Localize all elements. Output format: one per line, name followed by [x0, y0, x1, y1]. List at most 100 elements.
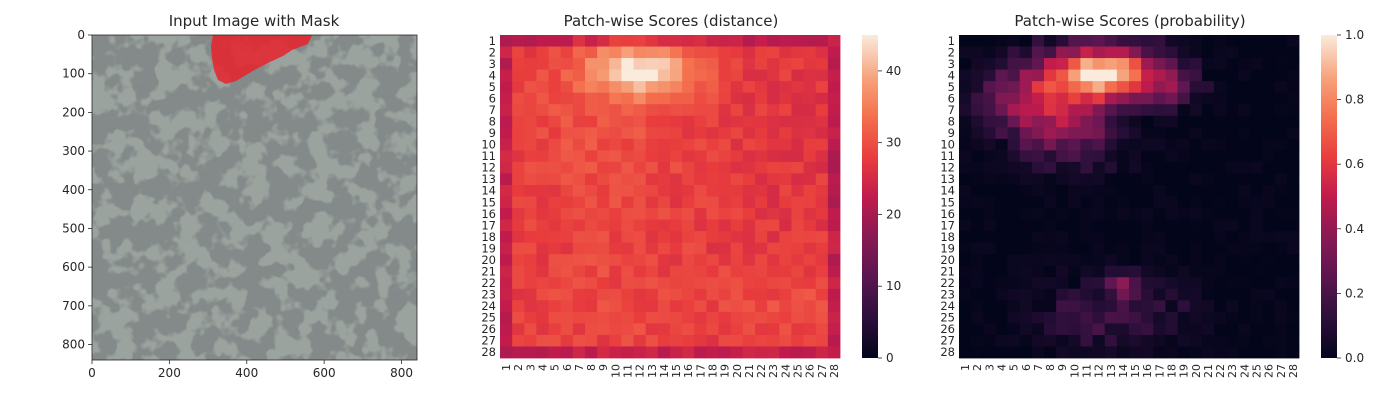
heatmap-cell	[536, 92, 549, 105]
heatmap-cell	[803, 150, 817, 163]
heatmap-cell	[1250, 46, 1263, 59]
heatmap-cell	[959, 219, 972, 232]
row-tick-label: 14	[940, 184, 955, 198]
heatmap-cell	[1044, 219, 1057, 232]
heatmap-cell	[971, 265, 984, 278]
heatmap-cell	[791, 265, 804, 278]
heatmap-cell	[742, 208, 756, 220]
heatmap-cell	[1274, 81, 1288, 94]
heatmap-cell	[1286, 231, 1300, 244]
heatmap-cell	[1262, 242, 1276, 255]
heatmap-cell	[645, 208, 659, 220]
col-tick-label: 24	[1238, 364, 1251, 378]
heatmap-cell	[1286, 300, 1300, 313]
heatmap-cell	[1007, 196, 1021, 209]
heatmap-cell	[1262, 173, 1276, 186]
heatmap-cell	[718, 92, 732, 105]
y-tick-label: 200	[62, 105, 85, 119]
heatmap-cell	[572, 173, 586, 186]
heatmap-cell	[597, 311, 610, 324]
heatmap-cell	[645, 184, 659, 197]
heatmap-cell	[815, 242, 829, 255]
heatmap-cell	[1007, 311, 1021, 324]
heatmap-cell	[730, 311, 744, 324]
heatmap-cell	[971, 334, 984, 347]
heatmap-cell	[803, 46, 817, 59]
heatmap-cell	[512, 208, 525, 220]
heatmap-cell	[815, 92, 829, 105]
heatmap-cell	[512, 196, 525, 209]
heatmap-cell	[815, 46, 829, 59]
heatmap-cell	[959, 300, 972, 313]
heatmap-cell	[500, 208, 513, 220]
heatmap-cell	[670, 288, 683, 301]
heatmap-cell	[827, 184, 841, 197]
heatmap-cell	[779, 254, 792, 267]
heatmap-cell	[827, 300, 841, 313]
heatmap-cell	[1177, 219, 1191, 232]
heatmap-cell	[1092, 300, 1106, 313]
heatmap-cell	[1238, 311, 1251, 324]
heatmap-cell	[1201, 138, 1215, 151]
heatmap-cell	[682, 323, 695, 336]
heatmap-cell	[1056, 288, 1069, 301]
heatmap-cell	[670, 138, 683, 151]
heatmap-cell	[621, 104, 634, 117]
heatmap-cell	[742, 46, 756, 59]
heatmap-cell	[971, 288, 984, 301]
heatmap-cell	[755, 323, 768, 336]
probability-heatmap-cells	[959, 35, 1300, 359]
heatmap-cell	[730, 81, 744, 94]
heatmap-cell	[1177, 173, 1191, 186]
heatmap-cell	[670, 58, 683, 71]
heatmap-cell	[694, 104, 707, 117]
heatmap-cell	[524, 35, 537, 47]
heatmap-cell	[633, 58, 647, 71]
heatmap-cell	[1177, 127, 1191, 140]
heatmap-cell	[621, 265, 634, 278]
heatmap-cell	[1274, 288, 1288, 301]
heatmap-cell	[1044, 173, 1057, 186]
heatmap-cell	[767, 69, 780, 82]
heatmap-cell	[983, 173, 996, 186]
heatmap-cell	[1189, 323, 1203, 336]
heatmap-cell	[1092, 127, 1106, 140]
heatmap-cell	[670, 46, 683, 59]
heatmap-cell	[524, 46, 537, 59]
row-tick-label: 26	[940, 322, 955, 336]
heatmap-cell	[597, 127, 610, 140]
heatmap-cell	[1092, 46, 1106, 59]
heatmap-cell	[1226, 115, 1239, 128]
heatmap-cell	[1250, 138, 1263, 151]
heatmap-cell	[1189, 161, 1203, 174]
heatmap-cell	[1214, 208, 1227, 220]
heatmap-cell	[1129, 81, 1142, 94]
heatmap-cell	[1274, 311, 1288, 324]
heatmap-cell	[1177, 138, 1191, 151]
heatmap-cell	[560, 58, 574, 71]
heatmap-cell	[779, 173, 792, 186]
heatmap-cell	[706, 69, 719, 82]
heatmap-cell	[1214, 46, 1227, 59]
heatmap-cell	[718, 127, 732, 140]
heatmap-cell	[1165, 265, 1178, 278]
heatmap-cell	[1214, 277, 1227, 290]
col-tick-label: 20	[731, 364, 744, 378]
heatmap-cell	[1019, 161, 1033, 174]
heatmap-cell	[1044, 58, 1057, 71]
heatmap-cell	[1056, 46, 1069, 59]
heatmap-cell	[730, 265, 744, 278]
row-tick-label: 17	[940, 218, 955, 232]
col-tick-label: 5	[1008, 364, 1021, 371]
heatmap-cell	[742, 173, 756, 186]
heatmap-cell	[1177, 92, 1191, 105]
heatmap-cell	[1189, 35, 1203, 47]
heatmap-cell	[1250, 173, 1263, 186]
heatmap-cell	[572, 81, 586, 94]
col-tick-label: 5	[549, 364, 562, 371]
heatmap-cell	[597, 81, 610, 94]
col-tick-label: 12	[1093, 364, 1106, 378]
heatmap-cell	[633, 81, 647, 94]
heatmap-cell	[1189, 196, 1203, 209]
heatmap-cell	[1226, 58, 1239, 71]
